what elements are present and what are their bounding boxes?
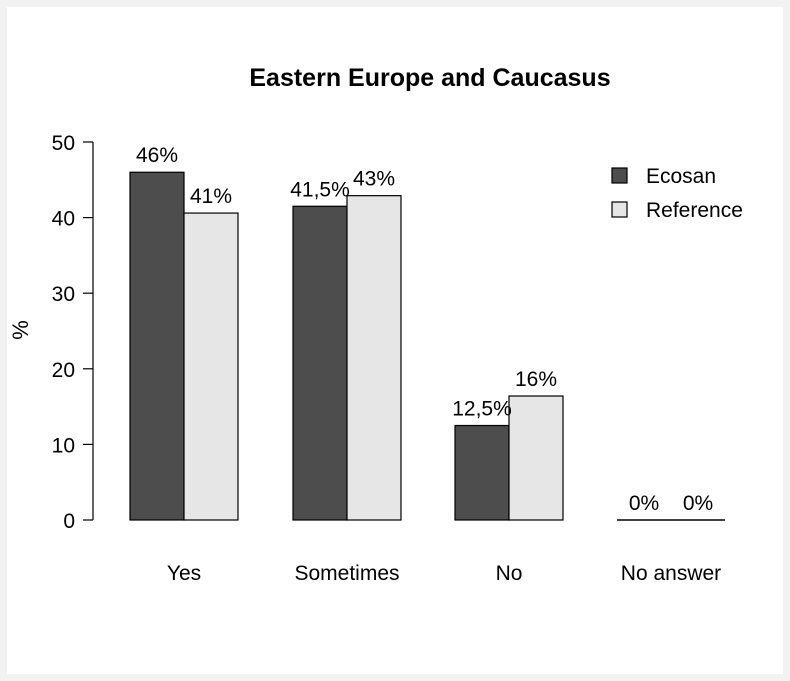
x-tick-labels: Yes Sometimes No No answer: [167, 562, 721, 585]
bar: [183, 212, 239, 521]
bar-value-label: 41%: [190, 185, 232, 208]
bar-value-label: 0%: [683, 492, 713, 515]
bar-value-label: 12,5%: [452, 398, 512, 421]
legend: Ecosan Reference: [611, 165, 743, 222]
x-tick-label: Yes: [167, 562, 201, 585]
x-tick-label: Sometimes: [294, 562, 399, 585]
bar: [346, 195, 402, 521]
y-tick-label: 50: [52, 132, 75, 155]
x-tick-label: No answer: [621, 562, 721, 585]
y-tick-label: 20: [52, 359, 75, 382]
legend-label: Ecosan: [646, 165, 716, 188]
y-tick-label: 40: [52, 208, 75, 231]
bar: [454, 424, 510, 521]
bar-value-label: 46%: [136, 144, 178, 167]
legend-swatch: [611, 201, 628, 218]
y-tick-label: 0: [63, 510, 75, 533]
bars-group: [129, 171, 725, 521]
bar-value-label: 43%: [353, 168, 395, 191]
y-tick-label: 30: [52, 283, 75, 306]
bar-labels-group: 46% 41% 41,5% 43% 12,5%16% 0% 0%: [136, 144, 713, 515]
bar-value-label: 16%: [515, 368, 557, 391]
legend-label: Reference: [646, 199, 743, 222]
x-tick-label: No: [496, 562, 523, 585]
legend-swatch: [611, 167, 628, 184]
bar-value-label: 41,5%: [290, 178, 350, 201]
y-axis-label: %: [8, 320, 33, 340]
bar-value-label: 0%: [629, 492, 659, 515]
y-tick-label: 10: [52, 434, 75, 457]
chart-title: Eastern Europe and Caucasus: [249, 64, 610, 92]
y-axis: 0 10 20 30 40 50: [52, 132, 94, 533]
bar: [129, 171, 185, 521]
bar: [292, 205, 348, 521]
bar: [508, 395, 564, 521]
